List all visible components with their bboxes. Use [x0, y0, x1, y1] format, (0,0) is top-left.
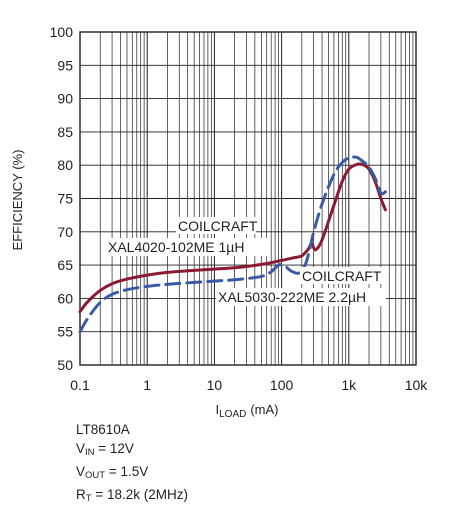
y-tick-label: 100	[50, 24, 74, 40]
y-tick-label: 60	[57, 290, 73, 306]
y-tick-label: 75	[57, 191, 73, 207]
x-tick-label: 10k	[405, 377, 429, 393]
rt-sub: T	[85, 493, 92, 504]
x-tick-label: 0.1	[70, 377, 90, 393]
y-axis-label: EFFICIENCY (%)	[10, 150, 25, 251]
x-tick-label: 1k	[341, 377, 357, 393]
x-axis-label-unit: (mA)	[250, 402, 278, 417]
annotation-xal4020-bg-2	[106, 238, 270, 256]
y-tick-label: 95	[57, 57, 73, 73]
annotation-xal5030-bg	[300, 267, 384, 284]
efficiency-chart: 0.1 1 10 100 1k 10k 50 55 60 65 70 75 80 85 90 95 100 E…	[10, 24, 428, 420]
vout-note: VOUT = 1.5V	[76, 462, 188, 485]
conditions-notes: LT8610A VIN = 12V VOUT = 1.5V RT = 18.2k…	[76, 420, 188, 508]
y-tick-label: 80	[57, 157, 73, 173]
vin-sub: IN	[85, 447, 95, 458]
y-tick-label: 70	[57, 224, 73, 240]
y-tick-label: 90	[57, 91, 73, 107]
rt-rest: = 18.2k (2MHz)	[91, 487, 188, 502]
vout-sub: OUT	[85, 470, 106, 481]
x-axis-label-main: I	[215, 402, 219, 417]
x-axis-label: ILOAD (mA)	[215, 402, 278, 420]
rt-note: RT = 18.2k (2MHz)	[76, 485, 188, 508]
annotation-xal4020-line1: COILCRAFT	[178, 218, 258, 234]
annotation-xal5030-bg-2	[216, 288, 386, 306]
vin-main: V	[76, 441, 86, 456]
grid	[79, 31, 416, 366]
plot-frame	[79, 31, 417, 366]
vout-main: V	[76, 464, 86, 479]
annotation-xal4020-bg	[176, 217, 256, 234]
rt-main: R	[76, 487, 86, 502]
x-tick-label: 100	[270, 377, 294, 393]
annotation-xal4020-line2: XAL4020-102ME 1µH	[108, 239, 244, 255]
x-tick-label: 1	[143, 377, 151, 393]
part-number: LT8610A	[76, 422, 130, 437]
y-tick-labels: 50 55 60 65 70 75 80 85 90 95 100	[50, 24, 74, 373]
x-tick-label: 10	[207, 377, 223, 393]
series-line-1	[78, 155, 387, 334]
x-axis-label-sub: LOAD	[219, 409, 246, 420]
y-tick-label: 55	[57, 324, 73, 340]
x-tick-labels: 0.1 1 10 100 1k 10k	[70, 377, 428, 393]
vin-note: VIN = 12V	[76, 439, 188, 462]
series-group	[78, 155, 387, 334]
y-tick-label: 50	[57, 357, 73, 373]
annotation-xal5030-line1: COILCRAFT	[302, 268, 382, 284]
annotation-xal5030: COILCRAFT XAL5030-222ME 2.2µH	[216, 267, 386, 306]
y-tick-label: 65	[57, 257, 73, 273]
y-tick-label: 85	[57, 124, 73, 140]
vout-rest: = 1.5V	[105, 464, 149, 479]
annotation-xal5030-line2: XAL5030-222ME 2.2µH	[218, 289, 366, 305]
vin-rest: = 12V	[94, 441, 134, 456]
annotation-xal4020: COILCRAFT XAL4020-102ME 1µH	[106, 217, 270, 256]
series-line-0	[78, 162, 387, 314]
